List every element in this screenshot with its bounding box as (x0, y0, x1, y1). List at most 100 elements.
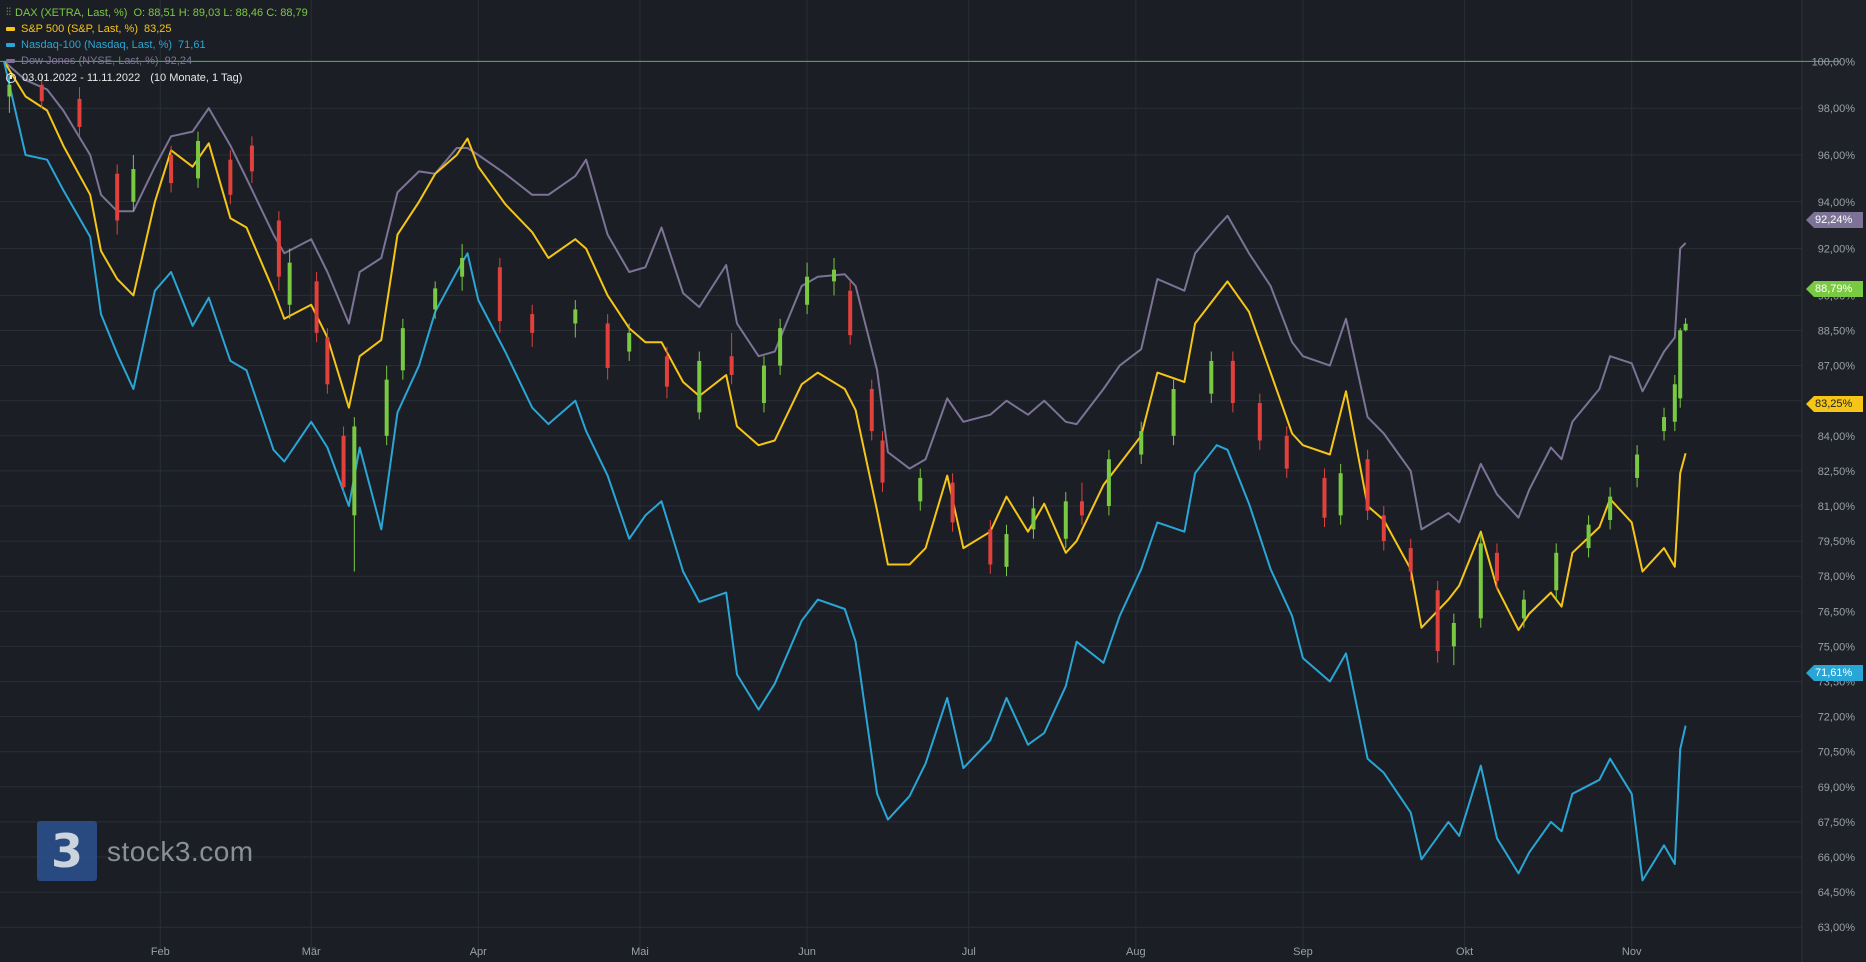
legend-value-nasdaq: 71,61 (178, 39, 206, 51)
dax-candle (988, 520, 993, 574)
dax-candle (869, 379, 874, 441)
x-tick-label: Sep (1293, 946, 1313, 958)
dax-candle (287, 248, 292, 319)
dax-candle (1365, 449, 1370, 521)
dax-candle (115, 164, 120, 235)
x-tick-label: Nov (1622, 946, 1642, 958)
dax-candle (729, 332, 734, 385)
dax-candle (950, 473, 955, 532)
dax-candle (1257, 393, 1262, 450)
dax-candle (573, 300, 578, 338)
series-line-nasdaq-100 (3, 61, 1687, 882)
dax-candle (1635, 445, 1640, 488)
last-value-tag-nasdaq: 71,61% (1806, 665, 1863, 681)
dax-candle (1322, 468, 1327, 528)
dax-candle (400, 318, 405, 380)
dax-candle (196, 131, 201, 188)
dax-candle (384, 365, 389, 446)
dax-candles (7, 73, 1688, 666)
dax-candle (1106, 449, 1111, 516)
candle-body (573, 309, 578, 324)
y-tick-label: 78,00% (1818, 571, 1856, 583)
candle-body (1435, 590, 1440, 652)
dax-candle (352, 417, 357, 572)
dax-candle (1435, 580, 1440, 663)
dax-candle (1494, 543, 1499, 591)
candle-body (805, 276, 810, 305)
dax-candle (433, 281, 438, 319)
series-line-dow-jones (3, 60, 1687, 531)
y-tick-label: 66,00% (1818, 852, 1856, 864)
x-tick-label: Feb (151, 946, 170, 958)
dax-candle (131, 155, 136, 212)
grid-layer (0, 0, 1802, 950)
candle-body (314, 281, 319, 333)
last-value-tag-dow: 92,24% (1806, 212, 1863, 228)
dax-candle (497, 257, 502, 333)
legend-ohlc-dax: O: 88,51 H: 89,03 L: 88,46 C: 88,79 (133, 7, 308, 19)
dax-candle (605, 314, 610, 380)
candle-body (249, 145, 254, 172)
y-tick-label: 81,00% (1818, 501, 1856, 513)
dax-candle (697, 351, 702, 420)
candle-body (1678, 330, 1683, 399)
candle-body (1365, 459, 1370, 511)
dax-candle (761, 356, 766, 413)
candle-body (1586, 524, 1591, 549)
candle-body (1004, 534, 1009, 567)
y-axis-background[interactable] (1802, 0, 1866, 962)
candle-body (988, 529, 993, 565)
y-tick-label: 100,00% (1812, 56, 1856, 68)
y-tick-label: 96,00% (1818, 150, 1856, 162)
candle-body (497, 267, 502, 322)
dax-candle (1209, 351, 1214, 404)
dax-candle (77, 87, 82, 137)
legend-label-dax: DAX (XETRA, Last, %) (15, 7, 128, 19)
dax-candle (1683, 318, 1688, 332)
dax-candle (314, 272, 319, 343)
legend-item-nasdaq[interactable]: Nasdaq-100 (Nasdaq, Last, %) 71,61 (6, 37, 308, 53)
legend-label-sp500: S&P 500 (S&P, Last, %) (21, 23, 138, 35)
dax-candle (848, 281, 853, 345)
candle-body (115, 173, 120, 221)
x-tick-label: Aug (1126, 946, 1146, 958)
dax-candle (832, 257, 837, 296)
dax-candle (1608, 487, 1613, 530)
y-tick-label: 64,50% (1818, 887, 1856, 899)
legend-item-dow[interactable]: Dow Jones (NYSE, Last, %) 92,24 (6, 53, 308, 69)
dax-candle (1171, 379, 1176, 446)
candle-body (1031, 508, 1036, 530)
legend-value-sp500: 83,25 (144, 23, 172, 35)
candle-body (1408, 548, 1413, 572)
dax-candle (664, 346, 669, 399)
candle-body (131, 169, 136, 202)
y-tick-label: 82,50% (1818, 466, 1856, 478)
candle-body (848, 290, 853, 336)
dax-candle (530, 304, 535, 347)
dax-candle (880, 431, 885, 492)
candle-body (869, 389, 874, 432)
y-tick-label: 69,00% (1818, 782, 1856, 794)
candle-body (1139, 431, 1144, 455)
legend-item-sp500[interactable]: S&P 500 (S&P, Last, %) 83,25 (6, 21, 308, 37)
dax-candle (1139, 421, 1144, 464)
candle-body (1106, 459, 1111, 506)
candle-body (1338, 473, 1343, 516)
candle-body (1683, 323, 1688, 331)
series-line-s-p-500 (3, 60, 1687, 631)
series-layer (3, 60, 1687, 882)
dax-candle (228, 150, 233, 205)
y-tick-label: 76,50% (1818, 606, 1856, 618)
dax-candle (778, 318, 783, 375)
candle-body (1171, 389, 1176, 436)
x-tick-label: Jun (798, 946, 816, 958)
candle-body (1381, 515, 1386, 542)
candle-body (761, 365, 766, 404)
candle-body (1554, 552, 1559, 591)
time-range[interactable]: 03.01.2022 - 11.11.2022 (10 Monate, 1 Ta… (6, 70, 308, 86)
candle-body (325, 337, 330, 385)
candle-body (1451, 623, 1456, 647)
legend-item-dax[interactable]: ⫶⫶ DAX (XETRA, Last, %) O: 88,51 H: 89,0… (6, 5, 308, 21)
